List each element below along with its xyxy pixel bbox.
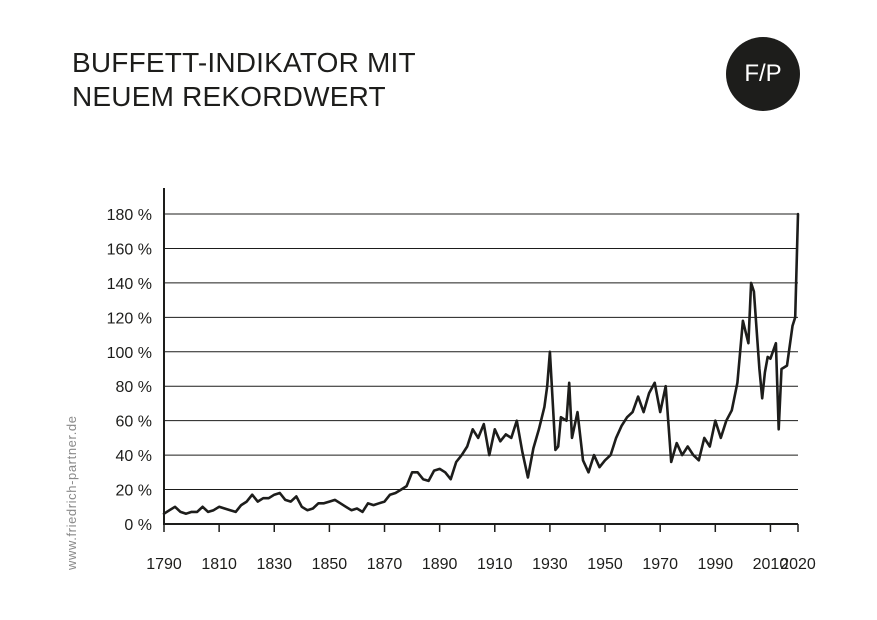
title-line-1: BUFFETT-INDIKATOR MIT	[72, 47, 416, 78]
x-tick-label: 1990	[698, 556, 734, 573]
y-tick-label: 140 %	[107, 276, 152, 293]
title-line-2: NEUEM REKORDWERT	[72, 81, 386, 112]
y-tick-label: 100 %	[107, 345, 152, 362]
x-tick-label: 1830	[256, 556, 292, 573]
x-tick-label: 1870	[367, 556, 403, 573]
x-tick-label: 1850	[312, 556, 348, 573]
y-tick-label: 40 %	[116, 448, 152, 465]
y-tick-label: 160 %	[107, 241, 152, 258]
x-tick-label: 2010	[753, 556, 789, 573]
x-tick-label: 1810	[201, 556, 237, 573]
x-tick-label: 1930	[532, 556, 568, 573]
x-tick-label: 1970	[642, 556, 678, 573]
logo-text: F/P	[744, 60, 782, 87]
y-tick-label: 120 %	[107, 310, 152, 327]
y-tick-label: 0 %	[124, 517, 152, 534]
y-tick-label: 180 %	[107, 207, 152, 224]
y-tick-label: 60 %	[116, 414, 152, 431]
x-tick-label: 2020	[780, 556, 816, 573]
x-tick-label: 1950	[587, 556, 623, 573]
y-tick-label: 20 %	[116, 483, 152, 500]
x-tick-label: 1890	[422, 556, 458, 573]
y-tick-label: 80 %	[116, 379, 152, 396]
x-tick-label: 1790	[146, 556, 182, 573]
x-tick-label: 1910	[477, 556, 513, 573]
logo-badge: F/P	[726, 37, 800, 111]
chart-title: BUFFETT-INDIKATOR MIT NEUEM REKORDWERT	[72, 46, 416, 114]
series-line-0	[162, 212, 800, 516]
